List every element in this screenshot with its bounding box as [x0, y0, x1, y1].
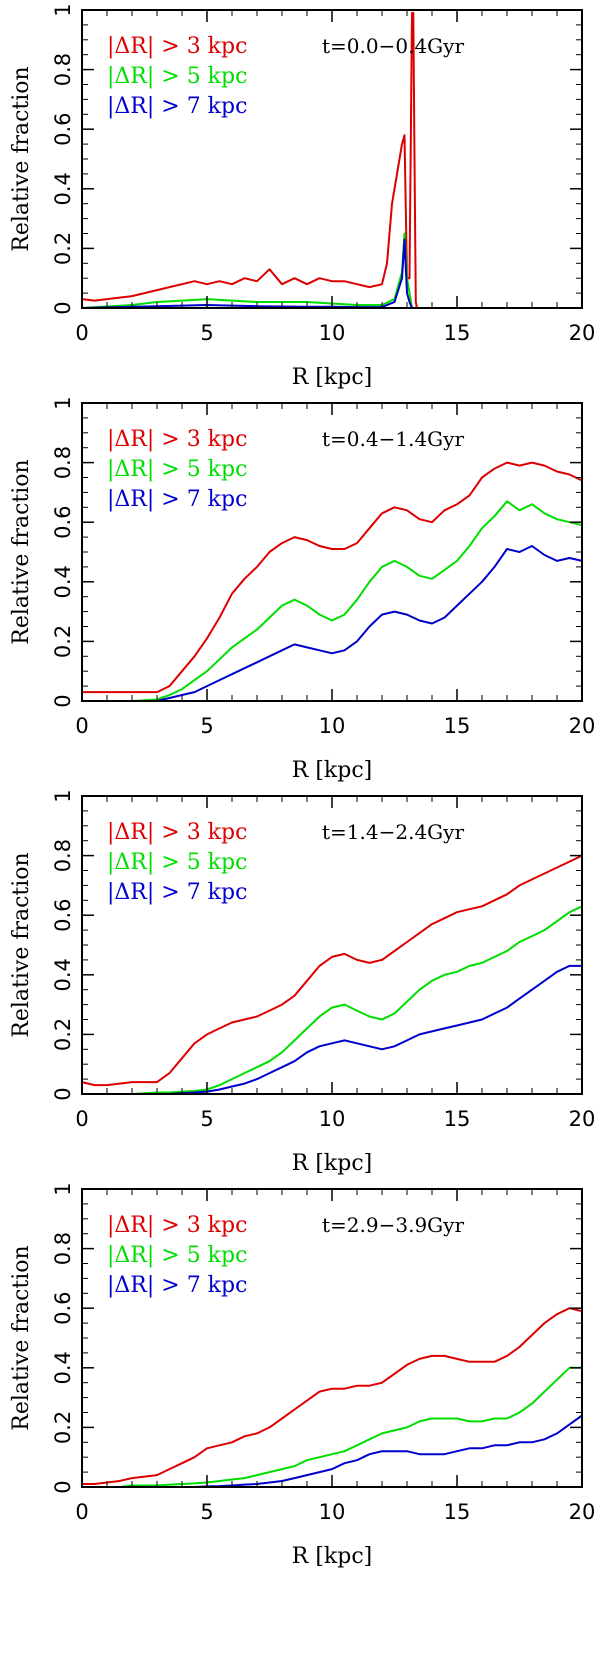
y-tick-label: 0 — [51, 301, 75, 314]
y-tick-label: 0.2 — [51, 232, 75, 265]
legend-entry-1: |ΔR| > 3 kpc — [107, 1213, 247, 1238]
legend-entry-1: |ΔR| > 3 kpc — [107, 34, 247, 59]
panel-2: 0 5 10 15 20 0 0.2 0.4 0.6 0.8 1 R [kpc] Relative fr… — [9, 396, 595, 783]
time-range-label: t=0.4−1.4Gyr — [322, 427, 464, 451]
x-axis-label: R [kpc] — [292, 1544, 372, 1569]
y-axis-label: Relative fraction — [9, 66, 34, 251]
y-tick-label: 1 — [51, 3, 75, 16]
y-tick-label: 0.6 — [51, 112, 75, 145]
y-tick-label: 0.6 — [51, 1291, 75, 1324]
x-tick-label: 20 — [569, 1107, 596, 1131]
legend-entry-1: |ΔR| > 3 kpc — [107, 820, 247, 845]
series-line-3 — [82, 964, 582, 1095]
series-line-2 — [82, 905, 583, 1095]
y-tick-label: 0.4 — [51, 565, 75, 598]
x-tick-label: 0 — [75, 321, 88, 345]
x-tick-label: 15 — [444, 321, 471, 345]
series-line-1 — [82, 461, 583, 694]
series-line-3 — [82, 545, 583, 702]
legend-entry-3: |ΔR| > 7 kpc — [107, 1273, 247, 1298]
legend-entry-2: |ΔR| > 5 kpc — [107, 457, 247, 482]
x-tick-label: 20 — [569, 714, 596, 738]
y-tick-label: 1 — [51, 396, 75, 409]
y-tick-label: 0.8 — [51, 839, 75, 872]
y-tick-label: 0 — [51, 1087, 75, 1100]
x-axis-label: R [kpc] — [292, 758, 372, 783]
y-tick-label: 0.2 — [51, 1018, 75, 1051]
x-tick-label: 5 — [200, 1500, 213, 1524]
y-tick-label: 0 — [51, 1480, 75, 1493]
series-line-2 — [82, 1366, 582, 1488]
time-range-label: t=1.4−2.4Gyr — [322, 820, 464, 844]
series-line-2 — [82, 500, 583, 702]
x-axis-label: R [kpc] — [292, 365, 372, 390]
x-tick-label: 20 — [569, 321, 596, 345]
x-tick-label: 10 — [319, 321, 346, 345]
x-tick-label: 5 — [200, 714, 213, 738]
legend-entry-3: |ΔR| > 7 kpc — [107, 94, 247, 119]
panel-1: 0 5 10 15 20 0 0.2 0.4 0.6 0.8 1 R [kpc] Relative fr… — [9, 3, 595, 390]
legend-entry-1: |ΔR| > 3 kpc — [107, 427, 247, 452]
y-tick-label: 0 — [51, 694, 75, 707]
x-tick-label: 15 — [444, 1107, 471, 1131]
legend-entry-3: |ΔR| > 7 kpc — [107, 880, 247, 905]
x-tick-label: 15 — [444, 1500, 471, 1524]
y-axis-label: Relative fraction — [9, 852, 34, 1037]
y-tick-label: 0.4 — [51, 958, 75, 991]
x-tick-label: 10 — [319, 1107, 346, 1131]
legend-entry-3: |ΔR| > 7 kpc — [107, 487, 247, 512]
y-axis-label: Relative fraction — [9, 459, 34, 644]
time-range-label: t=0.0−0.4Gyr — [322, 34, 464, 58]
y-tick-label: 0.8 — [51, 446, 75, 479]
y-tick-label: 1 — [51, 789, 75, 802]
x-tick-label: 20 — [569, 1500, 596, 1524]
y-tick-label: 0.8 — [51, 53, 75, 86]
y-tick-label: 0.6 — [51, 898, 75, 931]
y-tick-label: 0.4 — [51, 172, 75, 205]
legend-entry-2: |ΔR| > 5 kpc — [107, 1243, 247, 1268]
y-tick-label: 0.2 — [51, 1411, 75, 1444]
x-tick-label: 10 — [319, 1500, 346, 1524]
series-line-1 — [81, 854, 583, 1087]
x-axis-label: R [kpc] — [292, 1151, 372, 1176]
x-tick-label: 10 — [319, 714, 346, 738]
x-tick-label: 5 — [200, 1107, 213, 1131]
y-tick-label: 0.6 — [51, 505, 75, 538]
legend-entry-2: |ΔR| > 5 kpc — [107, 64, 247, 89]
y-tick-label: 0.2 — [51, 625, 75, 658]
x-tick-label: 0 — [75, 1107, 88, 1131]
x-tick-label: 0 — [75, 1500, 88, 1524]
y-tick-label: 0.8 — [51, 1232, 75, 1265]
time-range-label: t=2.9−3.9Gyr — [322, 1213, 464, 1237]
y-axis-label: Relative fraction — [9, 1245, 34, 1430]
x-tick-label: 5 — [200, 321, 213, 345]
series-line-1 — [82, 1307, 583, 1485]
legend-entry-2: |ΔR| > 5 kpc — [107, 850, 247, 875]
y-tick-label: 0.4 — [51, 1351, 75, 1384]
y-tick-label: 1 — [51, 1182, 75, 1195]
x-tick-label: 0 — [75, 714, 88, 738]
panel-3: 0 5 10 15 20 0 0.2 0.4 0.6 0.8 1 R [kpc] Relative fr… — [9, 789, 595, 1176]
panel-4: 0 5 10 15 20 0 0.2 0.4 0.6 0.8 1 R [kpc] Relative fr… — [9, 1182, 595, 1569]
x-tick-label: 15 — [444, 714, 471, 738]
